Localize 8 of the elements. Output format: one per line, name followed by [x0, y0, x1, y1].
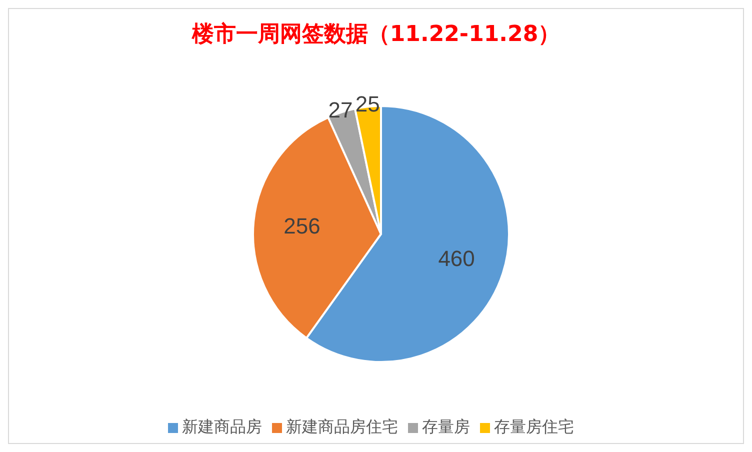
legend-label: 存量房住宅 — [494, 417, 574, 436]
chart-title: 楼市一周网签数据（11.22-11.28） — [190, 20, 562, 49]
data-label: 256 — [284, 214, 320, 239]
data-label: 27 — [328, 97, 353, 122]
data-label: 460 — [438, 246, 475, 271]
legend-label: 存量房 — [422, 417, 470, 436]
legend-label: 新建商品房 — [182, 417, 262, 436]
legend-label: 新建商品房住宅 — [286, 417, 398, 436]
